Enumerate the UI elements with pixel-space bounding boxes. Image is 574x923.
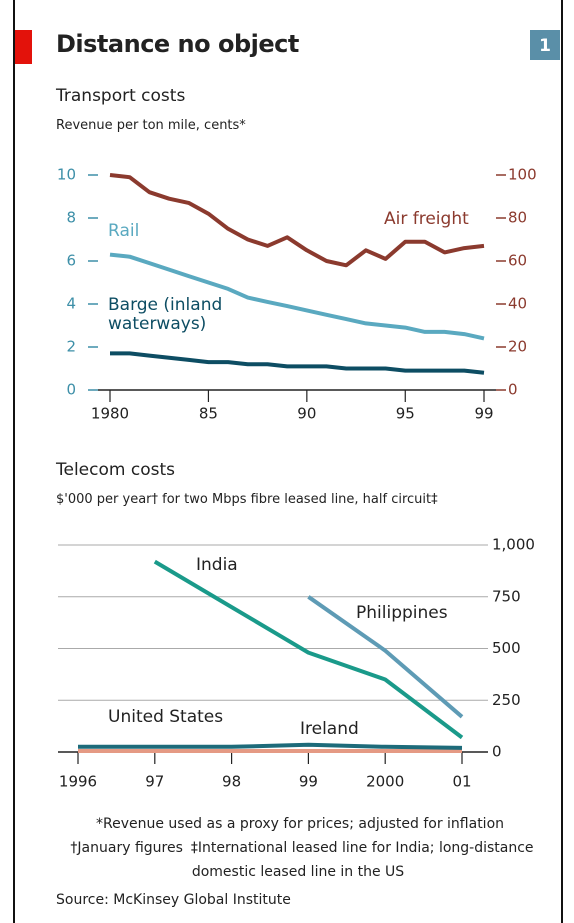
footnote: †January figures [70,840,183,856]
y-tick-label: 0 [492,743,502,761]
series-label: Barge (inland waterways) [108,295,223,334]
red-tab [15,30,32,64]
x-tick-label: 2000 [366,773,404,791]
y2-tick-label: 60 [508,252,527,270]
series-label: United States [108,707,224,727]
y-tick-label: 500 [492,639,521,657]
series-label: Rail [108,221,140,241]
y-tick-label: 250 [492,691,521,709]
x-tick-label: 97 [145,773,164,791]
footnote: ‡International leased line for India; lo… [190,840,534,880]
y-tick-label: 1,000 [492,536,535,554]
source: Source: McKinsey Global Institute [56,892,291,908]
series-label: Ireland [300,719,359,739]
y2-tick-label: 80 [508,209,527,227]
chart-title: Telecom costs [56,460,175,480]
y-tick-label: 6 [66,252,76,270]
series-label: Philippines [356,603,448,623]
y-tick-label: 4 [66,295,76,313]
footnotes: *Revenue used as a proxy for prices; adj… [40,812,560,884]
x-tick-label: 85 [199,405,218,423]
chart-subtitle: $'000 per year† for two Mbps fibre lease… [56,492,438,507]
y-tick-label: 750 [492,587,521,605]
series-line [78,742,463,750]
y2-tick-label: 100 [508,166,537,184]
x-tick-label: 99 [299,773,318,791]
x-tick-label: 90 [297,405,316,423]
badge-box [530,30,560,60]
x-tick-label: 01 [452,773,471,791]
y2-tick-label: 20 [508,338,527,356]
series-label: India [196,555,238,575]
x-tick-label: 1996 [59,773,97,791]
series-line [153,559,464,740]
badge: 1 [539,36,551,56]
series-line [109,252,485,341]
y-tick-label: 2 [66,338,76,356]
y2-tick-label: 0 [508,381,518,399]
x-tick-label: 98 [222,773,241,791]
y-tick-label: 10 [57,166,76,184]
y-tick-label: 0 [66,381,76,399]
series-line [110,351,485,375]
series-line [307,595,464,719]
title: Distance no object [56,30,299,58]
chart-subtitle: Revenue per ton mile, cents* [56,118,246,133]
y-tick-label: 8 [66,209,76,227]
x-tick-label: 95 [396,405,415,423]
x-tick-label: 1980 [91,405,129,423]
footnote-row: †January figures ‡International leased li… [40,836,560,884]
y2-tick-label: 40 [508,295,527,313]
series-label: Air freight [384,209,469,229]
footnote: *Revenue used as a proxy for prices; adj… [95,816,505,832]
x-tick-label: 99 [474,405,493,423]
chart-title: Transport costs [56,86,186,106]
series-line [109,173,485,268]
